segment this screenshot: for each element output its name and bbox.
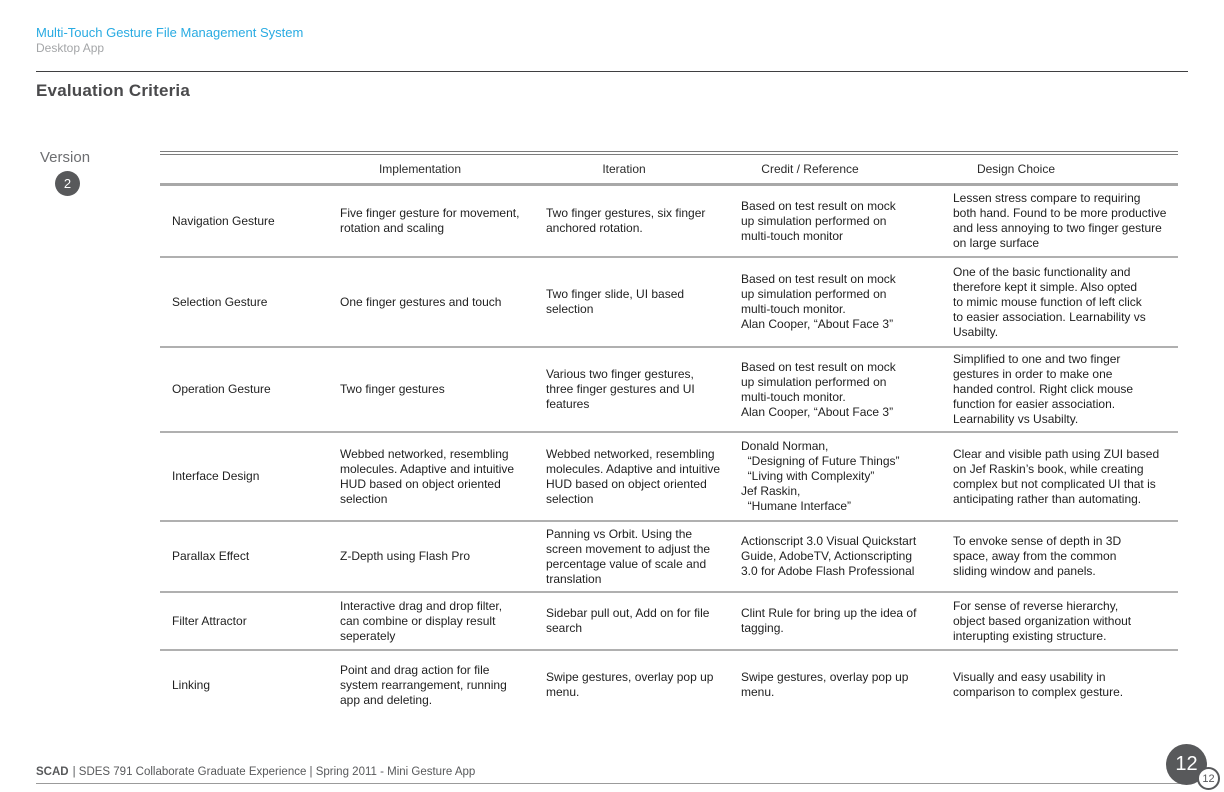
cell-credit-reference: Based on test result on mock up simulati…	[741, 272, 896, 331]
cell-implementation: Two finger gestures	[340, 382, 445, 396]
cell-credit-reference: Clint Rule for bring up the idea of tagg…	[741, 606, 917, 635]
cell-design-choice: Lessen stress compare to requiring both …	[953, 191, 1167, 250]
table-row: Interface Design Webbed networked, resem…	[160, 433, 1178, 522]
cell-implementation: Z-Depth using Flash Pro	[340, 549, 471, 563]
cell-credit-reference: Based on test result on mock up simulati…	[741, 198, 896, 243]
cell-credit-reference: Actionscript 3.0 Visual Quickstart Guide…	[741, 534, 917, 578]
cell-iteration: Various two finger gestures, three finge…	[546, 367, 695, 411]
row-label: Parallax Effect	[172, 549, 250, 563]
cell-design-choice: Visually and easy usability in compariso…	[953, 670, 1124, 699]
cell-design-choice: For sense of reverse hierarchy, object b…	[953, 598, 1132, 643]
column-header-design-choice: Design Choice	[976, 162, 1056, 176]
row-label: Interface Design	[172, 469, 260, 483]
cell-design-choice: To envoke sense of depth in 3D space, aw…	[953, 534, 1122, 578]
column-header-implementation: Implementation	[378, 162, 462, 176]
version-badge: 2	[55, 171, 80, 196]
cell-iteration: Swipe gestures, overlay pop up menu.	[546, 670, 714, 699]
cell-implementation: Webbed networked, resembling molecules. …	[340, 446, 515, 506]
table-row: Linking Point and drag action for file s…	[160, 651, 1178, 719]
cell-implementation: One finger gestures and touch	[340, 294, 502, 309]
cell-design-choice: Clear and visible path using ZUI based o…	[953, 446, 1160, 506]
table-row: Selection Gesture One finger gestures an…	[160, 258, 1178, 348]
row-label: Navigation Gesture	[172, 213, 275, 228]
page-title: Evaluation Criteria	[36, 81, 191, 100]
cell-credit-reference: Donald Norman, “Designing of Future Thin…	[741, 439, 900, 513]
row-label: Linking	[172, 677, 211, 692]
cell-credit-reference: Swipe gestures, overlay pop up menu.	[741, 670, 909, 699]
cell-design-choice: Simplified to one and two finger gesture…	[953, 352, 1134, 426]
footer-divider	[36, 783, 1188, 784]
footer-brand: SCAD	[36, 766, 69, 778]
document-subtitle: Desktop App	[36, 41, 105, 55]
page-number-badge: 12	[1166, 744, 1207, 785]
page-number-small-badge: 12	[1197, 767, 1220, 790]
table-row: Navigation Gesture Five finger gesture f…	[160, 186, 1178, 258]
cell-iteration: Sidebar pull out, Add on for file search	[546, 606, 710, 635]
footer-text: | SDES 791 Collaborate Graduate Experien…	[72, 766, 476, 778]
column-header-credit-reference: Credit / Reference	[761, 162, 859, 176]
cell-iteration: Panning vs Orbit. Using the screen movem…	[546, 526, 711, 586]
column-header-iteration: Iteration	[602, 162, 646, 176]
column-header-blank	[160, 155, 335, 183]
cell-iteration: Two finger gestures, six finger anchored…	[546, 206, 706, 235]
cell-implementation: Five finger gesture for movement, rotati…	[340, 206, 520, 235]
cell-iteration: Webbed networked, resembling molecules. …	[546, 446, 721, 506]
cell-credit-reference: Based on test result on mock up simulati…	[741, 359, 896, 419]
row-label: Operation Gesture	[172, 382, 271, 396]
table-header-row: Implementation Iteration Credit / Refere…	[160, 155, 1178, 186]
row-label: Filter Attractor	[172, 613, 247, 628]
table-row: Parallax Effect Z-Depth using Flash Pro …	[160, 522, 1178, 593]
table-row: Operation Gesture Two finger gestures Va…	[160, 348, 1178, 433]
document-title: Multi-Touch Gesture File Management Syst…	[36, 25, 304, 40]
header-divider	[36, 71, 1188, 72]
row-label: Selection Gesture	[172, 294, 268, 309]
cell-implementation: Interactive drag and drop filter, can co…	[340, 598, 503, 643]
footer-credit-line: SCAD | SDES 791 Collaborate Graduate Expe…	[36, 766, 475, 778]
cell-implementation: Point and drag action for file system re…	[340, 662, 507, 707]
evaluation-table: Implementation Iteration Credit / Refere…	[160, 151, 1178, 719]
version-label: Version	[40, 149, 91, 166]
cell-iteration: Two finger slide, UI based selection	[546, 287, 685, 316]
table-row: Filter Attractor Interactive drag and dr…	[160, 593, 1178, 651]
cell-design-choice: One of the basic functionality and there…	[953, 264, 1146, 339]
